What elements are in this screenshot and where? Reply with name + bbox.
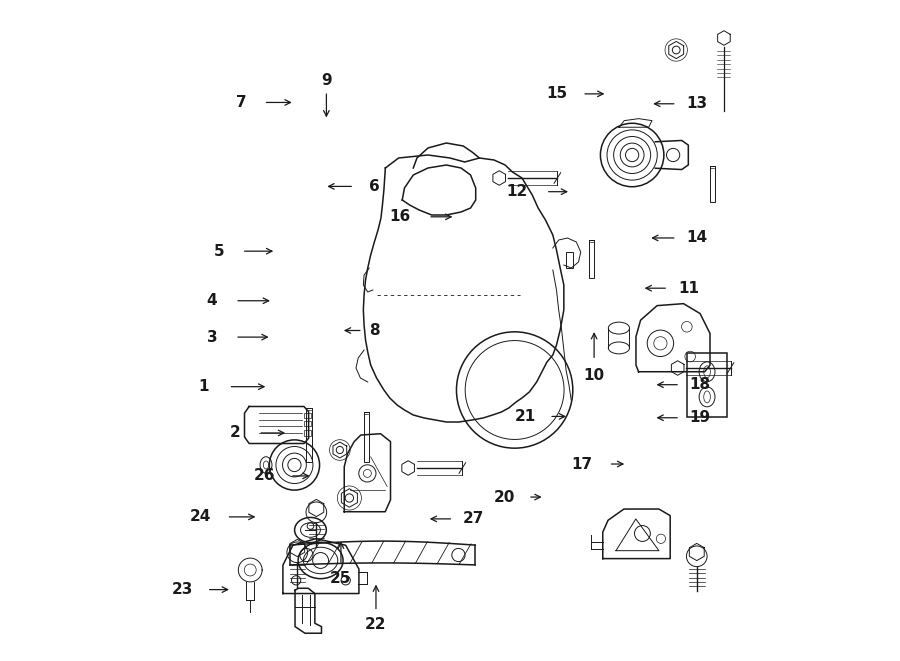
- Bar: [590, 240, 594, 278]
- Text: 11: 11: [678, 281, 699, 295]
- Bar: [304, 430, 310, 436]
- Bar: [688, 353, 727, 416]
- Text: 5: 5: [213, 244, 224, 258]
- Text: 2: 2: [230, 426, 240, 440]
- Text: 8: 8: [369, 323, 380, 338]
- Text: 15: 15: [546, 87, 568, 101]
- Text: 13: 13: [687, 97, 707, 111]
- Text: 4: 4: [207, 293, 217, 308]
- Text: 3: 3: [207, 330, 217, 344]
- Text: 21: 21: [515, 409, 536, 424]
- Text: 10: 10: [583, 368, 605, 383]
- Text: 14: 14: [687, 231, 707, 245]
- Text: 23: 23: [172, 582, 194, 597]
- Bar: [306, 408, 312, 462]
- Bar: [709, 166, 715, 202]
- Text: 22: 22: [365, 617, 387, 632]
- Text: 24: 24: [189, 510, 211, 524]
- Text: 1: 1: [198, 379, 209, 394]
- Text: 20: 20: [493, 490, 515, 504]
- Text: 17: 17: [571, 457, 592, 471]
- Bar: [566, 252, 573, 268]
- Text: 9: 9: [321, 73, 332, 88]
- Bar: [304, 421, 310, 426]
- Bar: [304, 413, 310, 418]
- Text: 27: 27: [464, 512, 484, 526]
- Text: 7: 7: [237, 95, 248, 110]
- Text: 25: 25: [330, 571, 352, 586]
- Text: 18: 18: [689, 377, 710, 392]
- Text: 6: 6: [369, 179, 380, 194]
- Text: 12: 12: [506, 184, 527, 199]
- Text: 26: 26: [253, 469, 274, 483]
- Text: 16: 16: [389, 210, 410, 224]
- Text: 19: 19: [689, 410, 710, 425]
- Bar: [364, 412, 369, 462]
